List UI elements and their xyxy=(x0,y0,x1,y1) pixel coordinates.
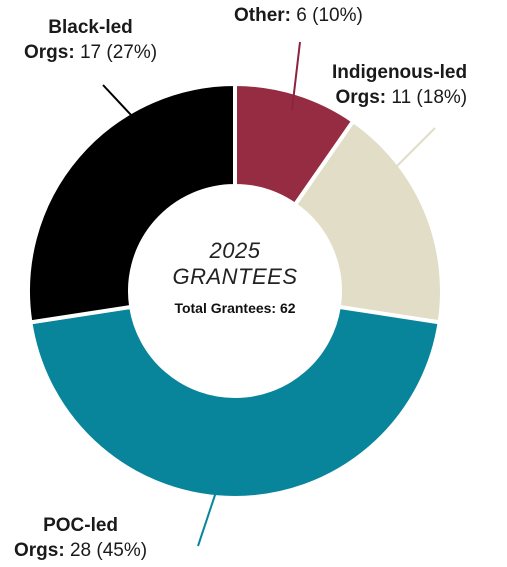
slice-black xyxy=(26,81,237,325)
center-year: 2025 xyxy=(209,238,261,263)
leader-other xyxy=(291,41,301,111)
label-poc: POC-led Orgs: 28 (45%) xyxy=(14,515,148,561)
donut-center: 2025 GRANTEES Total Grantees: 62 xyxy=(135,238,335,316)
label-indigenous: Indigenous-led Orgs: 11 (18%) xyxy=(332,62,468,108)
leader-indigenous xyxy=(394,127,436,169)
center-total: Total Grantees: 62 xyxy=(174,300,296,316)
slice-indigenous xyxy=(292,118,444,325)
center-title: GRANTEES xyxy=(172,264,298,289)
leader-poc xyxy=(197,491,217,547)
label-other: Other: 6 (10%) xyxy=(234,5,363,26)
slice-poc xyxy=(28,304,442,500)
leader-black xyxy=(102,84,133,117)
label-black: Black-led Orgs: 17 (27%) xyxy=(24,17,158,63)
